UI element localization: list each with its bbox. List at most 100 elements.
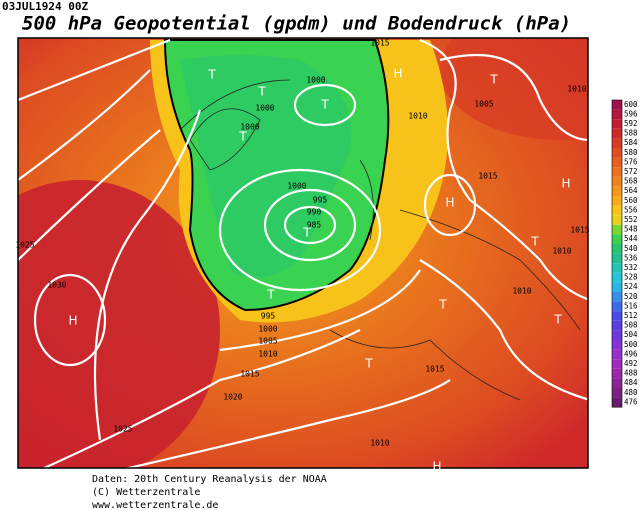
colorbar-swatch: [612, 263, 622, 273]
isobar-label: 1030: [47, 281, 66, 290]
colorbar-swatch: [612, 320, 622, 331]
colorbar-label: 508: [624, 321, 638, 330]
colorbar-swatch: [612, 388, 622, 398]
colorbar-label: 512: [624, 311, 638, 320]
pressure-center: H: [432, 460, 441, 474]
isobar-label: 1010: [408, 112, 427, 121]
isobar-label: 1010: [370, 439, 389, 448]
colorbar-swatch: [612, 186, 622, 196]
map-area: [18, 38, 588, 468]
map-title: 500 hPa Geopotential (gpdm) und Bodendru…: [22, 13, 571, 35]
pressure-center: H: [445, 196, 454, 210]
pressure-center: T: [553, 313, 562, 327]
colorbar-swatch: [612, 205, 622, 216]
colorbar-label: 552: [624, 215, 638, 224]
colorbar-label: 504: [624, 330, 638, 339]
pressure-center: T: [207, 68, 216, 82]
pressure-center: T: [266, 288, 275, 302]
isobar-label: 1015: [425, 365, 444, 374]
date-label: 03JUL1924 00Z: [2, 0, 88, 13]
colorbar-label: 488: [624, 369, 638, 378]
isobar-label: 1025: [113, 425, 132, 434]
pressure-center: H: [68, 314, 77, 328]
isobar-label: 1010: [512, 287, 531, 296]
colorbar-label: 564: [624, 186, 638, 195]
colorbar-label: 572: [624, 167, 638, 176]
footer-line: www.wetterzentrale.de: [92, 500, 218, 510]
pressure-center: T: [364, 357, 373, 371]
colorbar-label: 500: [624, 340, 638, 349]
colorbar-swatch: [612, 176, 622, 187]
colorbar-swatch: [612, 378, 622, 388]
isobar-label: 1010: [567, 85, 586, 94]
colorbar-swatch: [612, 196, 622, 206]
colorbar-label: 532: [624, 263, 638, 272]
colorbar-swatch: [612, 340, 622, 350]
colorbar-swatch: [612, 301, 622, 312]
pressure-center: T: [489, 73, 498, 87]
colorbar-label: 576: [624, 157, 638, 166]
colorbar-swatch: [612, 167, 622, 177]
colorbar-label: 496: [624, 349, 638, 358]
colorbar-label: 480: [624, 388, 638, 397]
colorbar-swatch: [612, 224, 622, 235]
colorbar-swatch: [612, 100, 622, 110]
colorbar-swatch: [612, 128, 622, 139]
colorbar-swatch: [612, 349, 622, 360]
isobar-label: 1010: [552, 247, 571, 256]
footer-line: Daten: 20th Century Reanalysis der NOAA: [92, 474, 327, 485]
colorbar-swatch: [612, 244, 622, 254]
colorbar-swatch: [612, 397, 622, 408]
pressure-center: T: [238, 130, 247, 144]
colorbar-frame: [611, 99, 623, 408]
colorbar-label: 568: [624, 177, 638, 186]
isobar-label: 1000: [240, 123, 259, 132]
pressure-center: T: [320, 98, 329, 112]
colorbar-label: 560: [624, 196, 638, 205]
isobar-label: 1025: [15, 241, 34, 250]
colorbar-label: 592: [624, 119, 638, 128]
isobar-label: 1000: [287, 182, 306, 191]
colorbar-label: 544: [624, 234, 638, 243]
isobar-label: 1015: [478, 172, 497, 181]
colorbar-swatch: [612, 148, 622, 158]
pressure-center: T: [257, 85, 266, 99]
colorbar-swatch: [612, 359, 622, 369]
colorbar-label: 536: [624, 253, 638, 262]
colorbar-label: 516: [624, 301, 638, 310]
colorbar-label: 584: [624, 138, 638, 147]
colorbar-label: 540: [624, 244, 638, 253]
pressure-center: T: [530, 235, 539, 249]
isobar-label: 1020: [223, 393, 242, 402]
isobar-label: 1000: [255, 104, 274, 113]
colorbar-label: 520: [624, 292, 638, 301]
footer-line: (C) Wetterzentrale: [92, 487, 200, 498]
colorbar-label: 484: [624, 378, 638, 387]
isobar-label: 1015: [370, 39, 389, 48]
colorbar-swatch: [612, 109, 622, 120]
colorbar-swatch: [612, 215, 622, 225]
colorbar-swatch: [612, 253, 622, 264]
colorbar-swatch: [612, 157, 622, 168]
isobar-label: 985: [307, 221, 322, 230]
isobar-label: 995: [313, 196, 328, 205]
isobar-label: 1000: [258, 325, 277, 334]
colorbar-label: 548: [624, 225, 638, 234]
colorbar-label: 580: [624, 148, 638, 157]
pressure-center: T: [302, 226, 311, 240]
colorbar-swatch: [612, 330, 622, 340]
colorbar-swatch: [612, 119, 622, 129]
colorbar-label: 588: [624, 129, 638, 138]
pressure-center: H: [393, 67, 402, 81]
colorbar-swatch: [612, 292, 622, 302]
isobar-label: 1005: [474, 100, 493, 109]
colorbar-swatch: [612, 311, 622, 321]
colorbar-label: 596: [624, 109, 638, 118]
colorbar-swatch: [612, 272, 622, 283]
isobar-label: 1000: [306, 76, 325, 85]
map-frame: [17, 37, 589, 469]
colorbar-label: 492: [624, 359, 638, 368]
isobar-label: 990: [307, 208, 322, 217]
